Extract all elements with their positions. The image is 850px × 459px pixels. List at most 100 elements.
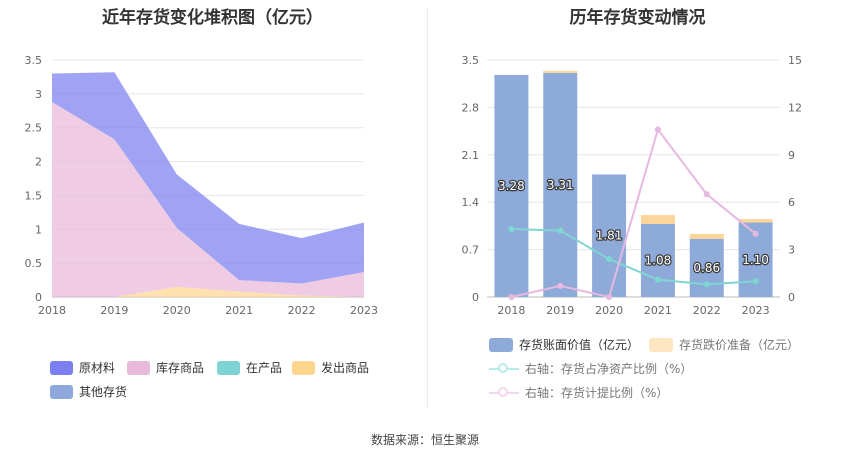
y-left-tick-label: 3.5 xyxy=(462,54,480,67)
x-tick-label: 2019 xyxy=(100,304,128,317)
y-left-tick-label: 0 xyxy=(472,291,479,304)
area-原材料 xyxy=(52,72,364,284)
x-tick-label: 2018 xyxy=(38,304,66,317)
legend-swatch-impairment xyxy=(649,337,673,352)
legend-swatch xyxy=(292,360,315,375)
bar-book-value xyxy=(494,74,529,297)
bar-book-value xyxy=(592,174,627,297)
y-left-tick-label: 0.7 xyxy=(462,244,480,257)
x-tick-label: 2019 xyxy=(546,304,574,317)
legend-item-在产品[interactable]: 在产品 xyxy=(217,359,282,376)
legend-swatch xyxy=(50,384,73,399)
point-net-asset-ratio xyxy=(605,255,613,263)
panel-divider xyxy=(427,8,428,408)
point-provision-ratio xyxy=(557,282,564,290)
legend-label: 原材料 xyxy=(79,361,116,375)
legend-swatch-book-value xyxy=(489,337,513,352)
legend-label-book-value: 存货账面价值（亿元） xyxy=(519,338,640,352)
x-tick-label: 2023 xyxy=(350,304,378,317)
y-tick-label: 1.5 xyxy=(25,189,43,202)
x-tick-label: 2021 xyxy=(644,304,672,317)
bar-line-chart: 0 0.7 1.4 2.1 2.8 3.5 0 3 6 9 12 15 2018 2019 2020 2021… xyxy=(462,54,803,317)
point-net-asset-ratio xyxy=(654,276,662,283)
y-right-tick-label: 6 xyxy=(788,196,795,209)
bar-value-label: 1.10 xyxy=(742,253,769,267)
y-right-tick-label: 15 xyxy=(788,54,802,67)
y-left-tick-label: 2.1 xyxy=(462,149,480,162)
legend-label: 库存商品 xyxy=(156,361,205,375)
area-库存商品 xyxy=(52,101,364,298)
y-tick-label: 0.5 xyxy=(25,257,43,270)
bar-value-label: 1.81 xyxy=(596,229,623,243)
point-net-asset-ratio xyxy=(752,278,759,285)
legend-label-impairment: 存货跌价准备（亿元） xyxy=(679,338,800,352)
legend-item-book-value[interactable]: 存货账面价值（亿元） xyxy=(489,336,639,353)
bar-impairment xyxy=(738,219,773,223)
y-right-tick-label: 9 xyxy=(788,149,795,162)
legend-swatch xyxy=(50,360,73,375)
left-chart-panel: 近年存货变化堆积图（亿元） 0 0.5 1 1.5 2 2.5 3 3.5 2018 2019 20… xyxy=(0,0,425,420)
legend-item-库存商品[interactable]: 库存商品 xyxy=(127,359,204,376)
bar-book-value xyxy=(640,223,675,297)
point-provision-ratio xyxy=(703,191,710,198)
legend-item-发出商品[interactable]: 发出商品 xyxy=(292,359,369,376)
y-right-tick-label: 3 xyxy=(788,244,795,257)
y-right-tick-label: 0 xyxy=(788,291,795,304)
legend-item-其他存货[interactable]: 其他存货 xyxy=(50,383,127,400)
x-tick-label: 2023 xyxy=(742,304,770,317)
point-provision-ratio xyxy=(508,293,515,301)
right-chart-title: 历年存货变动情况 xyxy=(569,8,706,28)
bar-value-label: 1.08 xyxy=(645,253,672,267)
bar-impairment xyxy=(543,70,578,73)
legend-label-provision-ratio: 右轴：存货计提比例（%） xyxy=(525,386,669,400)
point-provision-ratio xyxy=(752,230,759,237)
y-tick-label: 0 xyxy=(35,291,42,304)
right-chart-panel: 历年存货变动情况 0 0.7 1.4 2.1 2.8 3.5 0 3 6 9 12 15 2018 201… xyxy=(425,0,850,420)
point-net-asset-ratio xyxy=(557,227,564,234)
data-source-footer: 数据来源：恒生聚源 xyxy=(0,431,850,448)
x-tick-label: 2020 xyxy=(595,304,623,317)
x-tick-label: 2022 xyxy=(288,304,316,317)
point-provision-ratio xyxy=(654,126,662,133)
legend-item-provision-ratio[interactable]: 右轴：存货计提比例（%） xyxy=(489,384,668,401)
x-tick-label: 2022 xyxy=(693,304,721,317)
stacked-area-chart: 0 0.5 1 1.5 2 2.5 3 3.5 2018 2019 2020 2021 2022 2023 xyxy=(25,54,379,317)
legend-label: 发出商品 xyxy=(321,361,370,375)
legend-label: 在产品 xyxy=(246,361,283,375)
legend-item-原材料[interactable]: 原材料 xyxy=(50,359,115,376)
legend-swatch xyxy=(127,360,150,375)
y-tick-label: 2 xyxy=(35,156,42,169)
legend-swatch xyxy=(217,360,240,375)
left-chart-title: 近年存货变化堆积图（亿元） xyxy=(102,8,323,28)
area-发出商品 xyxy=(52,286,364,297)
data-source-label: 数据来源： xyxy=(370,433,431,447)
y-tick-label: 3.5 xyxy=(25,54,43,67)
bar-value-label: 0.86 xyxy=(693,261,720,275)
line-provision-ratio xyxy=(511,127,757,299)
point-net-asset-ratio xyxy=(703,281,710,288)
bar-book-value xyxy=(543,72,578,297)
y-tick-label: 1 xyxy=(35,223,42,236)
x-tick-label: 2021 xyxy=(225,304,253,317)
bar-value-label: 3.28 xyxy=(498,179,525,193)
x-tick-label: 2020 xyxy=(163,304,191,317)
legend-line-swatch-provision-ratio xyxy=(489,386,519,400)
y-tick-label: 3 xyxy=(35,88,42,101)
line-net-asset-ratio xyxy=(511,228,756,286)
legend-label-net-asset-ratio: 右轴：存货占净资产比例（%） xyxy=(525,362,693,376)
point-provision-ratio xyxy=(605,293,613,301)
y-right-tick-label: 12 xyxy=(788,101,802,114)
bar-value-label: 3.31 xyxy=(547,178,574,192)
bar-impairment xyxy=(640,215,675,224)
legend-line-swatch-net-asset-ratio xyxy=(489,362,519,376)
bar-impairment xyxy=(689,234,724,239)
legend-label: 其他存货 xyxy=(79,385,128,399)
y-tick-label: 2.5 xyxy=(25,122,43,135)
legend-item-net-asset-ratio[interactable]: 右轴：存货占净资产比例（%） xyxy=(489,360,692,377)
y-left-tick-label: 2.8 xyxy=(462,101,480,114)
point-net-asset-ratio xyxy=(508,225,515,233)
legend-item-impairment[interactable]: 存货跌价准备（亿元） xyxy=(649,336,799,353)
data-source-name: 恒生聚源 xyxy=(431,433,480,447)
x-tick-label: 2018 xyxy=(497,304,525,317)
y-left-tick-label: 1.4 xyxy=(462,196,480,209)
